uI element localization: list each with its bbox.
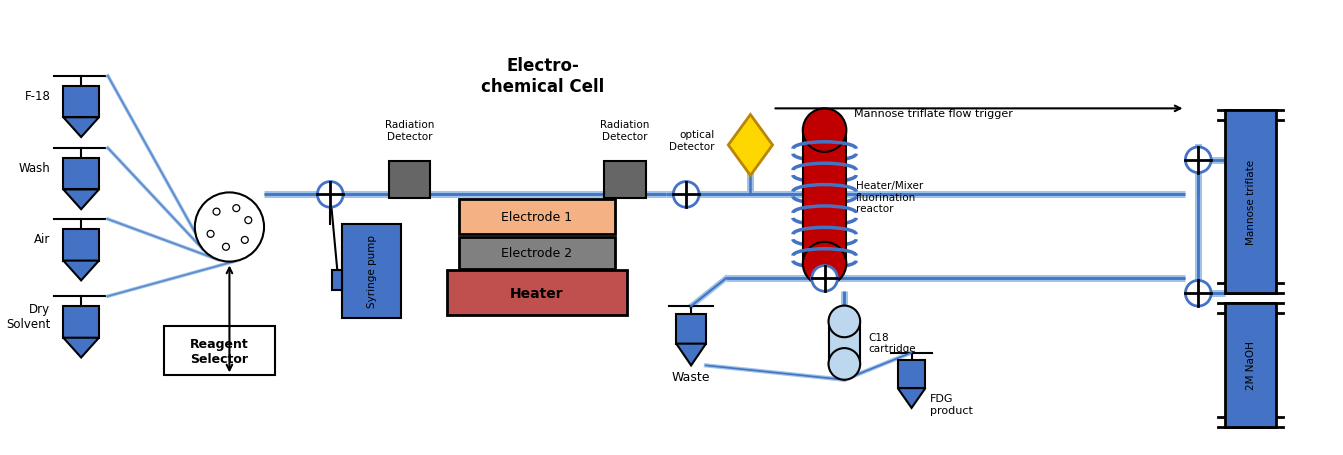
Polygon shape (897, 388, 925, 408)
Circle shape (244, 217, 251, 224)
Text: Electrode 1: Electrode 1 (501, 211, 572, 223)
Bar (447, 271, 627, 315)
Text: Radiation
Detector: Radiation Detector (600, 120, 650, 142)
Polygon shape (63, 118, 99, 138)
Bar (1225, 111, 1276, 293)
Bar (164, 326, 275, 375)
Circle shape (232, 205, 240, 212)
Circle shape (803, 109, 846, 152)
Bar (829, 322, 860, 364)
Text: Electro-
chemical Cell: Electro- chemical Cell (481, 57, 604, 96)
Bar (459, 238, 615, 269)
Text: Syringe pump: Syringe pump (367, 235, 377, 308)
Circle shape (803, 243, 846, 286)
Text: optical
Detector: optical Detector (669, 130, 714, 152)
Polygon shape (677, 344, 706, 366)
Bar (63, 306, 99, 338)
Bar (63, 229, 99, 261)
Bar (332, 271, 342, 291)
Text: Reagent
Selector: Reagent Selector (191, 337, 248, 365)
Bar (677, 314, 706, 344)
Text: 2M NaOH: 2M NaOH (1246, 341, 1256, 389)
Bar (1225, 303, 1276, 427)
Circle shape (207, 231, 214, 238)
Circle shape (214, 209, 220, 216)
Bar (388, 162, 430, 199)
Circle shape (1186, 147, 1211, 173)
Text: Dry
Solvent: Dry Solvent (7, 302, 51, 330)
Bar (63, 158, 99, 190)
Text: Heater: Heater (510, 286, 564, 300)
Circle shape (195, 193, 265, 262)
Circle shape (1186, 281, 1211, 306)
Circle shape (829, 306, 860, 338)
Text: Radiation
Detector: Radiation Detector (384, 120, 434, 142)
Text: Waste: Waste (672, 370, 710, 384)
Bar (342, 224, 402, 318)
Polygon shape (63, 261, 99, 281)
Circle shape (811, 266, 838, 292)
Bar (803, 131, 846, 264)
Text: Mannose triflate flow trigger: Mannose triflate flow trigger (854, 109, 1013, 119)
Text: C18
cartridge: C18 cartridge (868, 332, 916, 354)
Text: Heater/Mixer
fluorination
reactor: Heater/Mixer fluorination reactor (857, 181, 924, 214)
Polygon shape (63, 338, 99, 358)
Text: F-18: F-18 (24, 90, 51, 103)
Polygon shape (63, 190, 99, 210)
Bar (459, 200, 615, 234)
Text: Mannose triflate: Mannose triflate (1246, 160, 1256, 245)
Text: FDG
product: FDG product (931, 393, 974, 415)
Polygon shape (728, 115, 772, 176)
Circle shape (317, 182, 342, 208)
Bar (604, 162, 646, 199)
Circle shape (673, 182, 698, 208)
Circle shape (223, 244, 230, 251)
Text: Wash: Wash (19, 162, 51, 175)
Bar (63, 86, 99, 118)
Circle shape (242, 237, 248, 244)
Text: Air: Air (34, 233, 51, 246)
Bar (897, 361, 925, 388)
Circle shape (829, 349, 860, 380)
Text: Electrode 2: Electrode 2 (501, 247, 572, 260)
